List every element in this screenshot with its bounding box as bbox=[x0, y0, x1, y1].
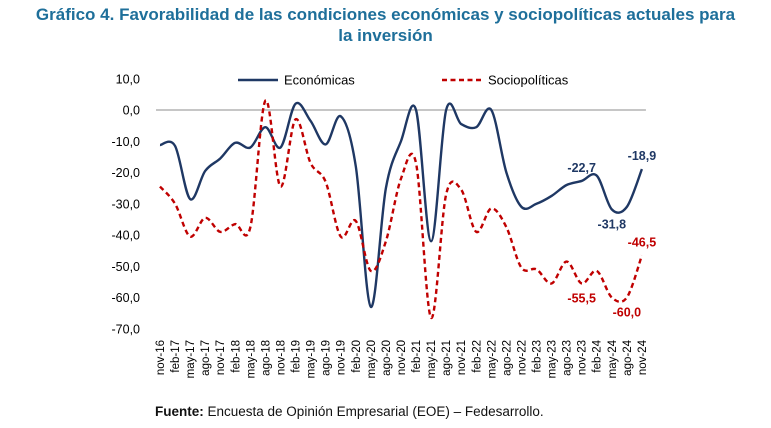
chart-title-line-2: la inversión bbox=[338, 26, 433, 45]
x-tick-label: nov-20 bbox=[396, 340, 408, 375]
x-tick-label: may-17 bbox=[185, 340, 197, 378]
x-tick-label: feb-24 bbox=[592, 339, 604, 372]
x-tick-label: may-18 bbox=[245, 340, 257, 378]
data-label: -22,7 bbox=[567, 161, 596, 175]
x-tick-label: may-24 bbox=[607, 339, 619, 378]
data-label: -46,5 bbox=[628, 235, 657, 249]
x-tick-label: nov-18 bbox=[275, 340, 287, 375]
x-tick-label: feb-22 bbox=[471, 340, 483, 373]
data-label: -55,5 bbox=[567, 291, 596, 305]
y-tick-label: -20,0 bbox=[112, 166, 141, 180]
x-tick-label: ago-21 bbox=[441, 340, 453, 376]
y-tick-label: -30,0 bbox=[112, 197, 141, 211]
series-line-economicas bbox=[159, 101, 644, 309]
x-tick-label: ago-24 bbox=[622, 339, 634, 375]
y-tick-label: -60,0 bbox=[112, 291, 141, 305]
legend-label: Económicas bbox=[284, 73, 355, 88]
data-label: -60,0 bbox=[613, 306, 642, 320]
x-tick-label: feb-18 bbox=[230, 340, 242, 373]
x-tick-label: may-22 bbox=[486, 340, 498, 378]
y-tick-label: -40,0 bbox=[112, 229, 141, 243]
y-tick-label: 10,0 bbox=[116, 72, 140, 86]
line-chart: 10,0 0,0 -10,0 -20,0 -30,0 -40,0 -50,0 -60,0 -70… bbox=[112, 72, 657, 378]
x-tick-label: feb-17 bbox=[170, 340, 182, 373]
x-tick-label: ago-17 bbox=[200, 340, 212, 376]
data-label: -18,9 bbox=[628, 149, 657, 163]
x-tick-label: feb-19 bbox=[291, 340, 303, 373]
x-tick-label: may-19 bbox=[306, 340, 318, 378]
y-tick-label: -10,0 bbox=[112, 135, 141, 149]
x-tick-label: feb-21 bbox=[411, 340, 423, 373]
x-tick-label: feb-20 bbox=[351, 340, 363, 373]
x-tick-label: ago-23 bbox=[562, 340, 574, 376]
y-tick-label: -70,0 bbox=[112, 322, 141, 336]
x-tick-label: ago-19 bbox=[321, 340, 333, 376]
y-tick-label: 0,0 bbox=[123, 104, 140, 118]
source-note: Fuente: Encuesta de Opinión Empresarial … bbox=[155, 404, 544, 419]
series-line-sociopoliticas bbox=[159, 99, 644, 320]
x-tick-label: nov-24 bbox=[637, 339, 649, 375]
x-tick-label: feb-23 bbox=[532, 340, 544, 373]
x-tick-label: ago-22 bbox=[501, 340, 513, 376]
legend-label: Sociopolíticas bbox=[488, 73, 569, 88]
x-tick-label: nov-23 bbox=[577, 340, 589, 375]
chart-title: Gráfico 4. Favorabilidad de las condicio… bbox=[0, 4, 771, 46]
x-tick-label: nov-22 bbox=[516, 340, 528, 375]
chart-title-line-1: Gráfico 4. Favorabilidad de las condicio… bbox=[35, 5, 736, 24]
source-label: Fuente: bbox=[155, 404, 204, 419]
x-tick-label: may-21 bbox=[426, 340, 438, 378]
x-tick-label: may-20 bbox=[366, 340, 378, 378]
data-label: -31,8 bbox=[598, 217, 627, 231]
x-tick-label: nov-16 bbox=[155, 340, 167, 375]
x-tick-label: nov-17 bbox=[215, 340, 227, 375]
y-tick-label: -50,0 bbox=[112, 260, 141, 274]
x-tick-label: may-23 bbox=[547, 340, 559, 378]
x-tick-label: ago-18 bbox=[260, 340, 272, 376]
x-tick-label: ago-20 bbox=[381, 340, 393, 376]
x-tick-label: nov-21 bbox=[456, 340, 468, 375]
x-tick-label: nov-19 bbox=[336, 340, 348, 375]
source-text: Encuesta de Opinión Empresarial (EOE) – … bbox=[203, 404, 544, 419]
